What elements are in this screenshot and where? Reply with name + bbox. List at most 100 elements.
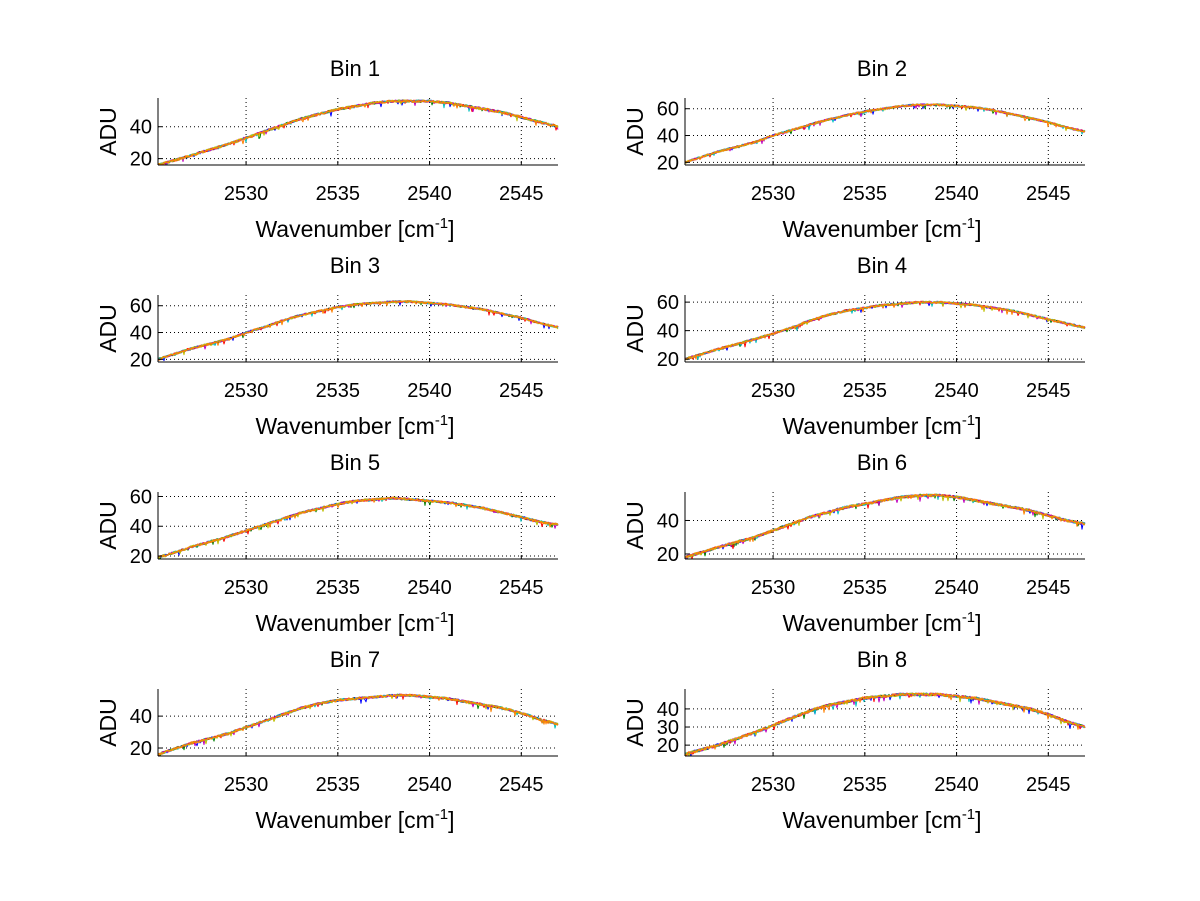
x-tick-label: 2535 — [316, 577, 361, 599]
subplot-bin-5: 2530 2535 2540 2545 20 40 60 Bin 5 Wavenumber [c… — [95, 450, 559, 636]
x-tick-label: 2540 — [407, 380, 452, 402]
spectrum-line — [157, 694, 559, 756]
x-tick-label: 2545 — [1026, 577, 1071, 599]
spectrum-line — [157, 300, 559, 362]
spectrum-line — [684, 692, 1086, 756]
x-tick-label: 2530 — [224, 774, 269, 796]
y-tick-label: 60 — [130, 296, 152, 318]
y-tick-label: 20 — [130, 738, 152, 760]
spectrum-line — [157, 99, 559, 166]
spectrum-line — [157, 300, 559, 361]
subplot-bin-4: 2530 2535 2540 2545 20 40 60 Bin 4 Wavenumber [c… — [622, 253, 1086, 439]
y-axis-label: ADU — [95, 501, 121, 550]
spectrum-line — [157, 693, 559, 755]
x-tick-label: 2540 — [934, 380, 979, 402]
subplot-bin-2: 2530 2535 2540 2545 20 40 60 Bin 2 Wavenumber [c… — [622, 56, 1086, 242]
x-tick-label: 2545 — [499, 577, 544, 599]
spectrum-line — [157, 693, 559, 756]
spectrum-line — [684, 692, 1086, 757]
spectrum-line — [157, 300, 559, 360]
spectrum-line — [684, 692, 1086, 757]
spectrum-line — [157, 300, 559, 361]
y-tick-label: 20 — [130, 349, 152, 371]
spectrum-line — [157, 693, 559, 756]
y-tick-label: 20 — [657, 349, 679, 371]
subplot-title: Bin 5 — [330, 450, 380, 475]
subplot-title: Bin 6 — [857, 450, 907, 475]
x-tick-label: 2535 — [843, 774, 888, 796]
x-tick-label: 2530 — [751, 380, 796, 402]
subplot-bin-7: 2530 2535 2540 2545 20 40 Bin 7 Wavenumber [cm-… — [95, 647, 559, 833]
spectrum-traces — [157, 99, 559, 166]
x-axis-label: Wavenumber [cm-1] — [255, 806, 454, 833]
spectrum-line — [157, 99, 559, 166]
x-tick-label: 2535 — [843, 183, 888, 205]
x-tick-label: 2540 — [934, 774, 979, 796]
y-axis-label: ADU — [622, 698, 648, 747]
spectrum-line — [157, 300, 559, 360]
y-tick-label: 20 — [130, 149, 152, 171]
spectrum-line — [157, 496, 559, 558]
subplot-title: Bin 4 — [857, 253, 907, 278]
x-axis-label: Wavenumber [cm-1] — [255, 412, 454, 439]
y-tick-label: 20 — [657, 735, 679, 757]
spectrum-traces — [157, 496, 559, 560]
spectrum-line — [157, 300, 559, 361]
y-tick-label: 40 — [657, 321, 679, 343]
spectrum-line — [684, 493, 1086, 559]
subplot-title: Bin 3 — [330, 253, 380, 278]
y-tick-label: 60 — [130, 486, 152, 508]
spectrum-line — [157, 693, 559, 755]
spectrum-line — [684, 103, 1086, 164]
spectrum-line — [684, 103, 1086, 163]
x-tick-label: 2535 — [843, 380, 888, 402]
spectrum-traces — [157, 693, 559, 757]
y-tick-label: 60 — [657, 99, 679, 121]
x-tick-label: 2545 — [499, 380, 544, 402]
spectrum-line — [157, 496, 559, 558]
y-tick-label: 60 — [657, 292, 679, 314]
y-tick-label: 40 — [130, 516, 152, 538]
spectrum-line — [157, 99, 559, 166]
subplot-title: Bin 7 — [330, 647, 380, 672]
spectrum-line — [157, 496, 559, 559]
x-tick-label: 2540 — [934, 183, 979, 205]
spectrum-line — [684, 493, 1086, 559]
spectrum-line — [157, 496, 559, 559]
spectrum-line — [157, 693, 559, 757]
spectrum-line — [157, 496, 559, 560]
x-tick-label: 2530 — [751, 774, 796, 796]
x-tick-label: 2540 — [407, 577, 452, 599]
spectrum-line — [157, 496, 559, 559]
spectrum-line — [684, 103, 1086, 164]
subplot-bin-6: 2530 2535 2540 2545 20 40 Bin 6 Wavenumber [cm-… — [622, 450, 1086, 636]
y-axis-label: ADU — [622, 304, 648, 353]
x-tick-label: 2545 — [499, 183, 544, 205]
spectrum-line — [684, 300, 1086, 361]
spectrum-line — [684, 103, 1086, 164]
x-tick-label: 2535 — [316, 183, 361, 205]
x-tick-label: 2530 — [224, 577, 269, 599]
y-tick-label: 20 — [657, 152, 679, 174]
y-tick-label: 40 — [657, 126, 679, 148]
x-tick-label: 2530 — [751, 577, 796, 599]
spectrum-line — [684, 493, 1086, 559]
spectrum-line — [157, 496, 559, 559]
spectrum-line — [684, 103, 1086, 164]
spectrum-line — [684, 103, 1086, 164]
spectrum-line — [157, 99, 559, 166]
x-tick-label: 2545 — [499, 774, 544, 796]
subplot-title: Bin 2 — [857, 56, 907, 81]
spectrum-traces — [684, 300, 1086, 361]
x-axis-label: Wavenumber [cm-1] — [782, 215, 981, 242]
y-tick-label: 20 — [130, 546, 152, 568]
y-axis-label: ADU — [622, 501, 648, 550]
spectrum-traces — [157, 300, 559, 362]
subplot-title: Bin 8 — [857, 647, 907, 672]
x-tick-label: 2535 — [316, 380, 361, 402]
x-tick-label: 2540 — [407, 183, 452, 205]
x-tick-label: 2545 — [1026, 774, 1071, 796]
spectrum-traces — [684, 103, 1086, 164]
subplot-bin-1: 2530 2535 2540 2545 20 40 Bin 1 Wavenumber [cm-… — [95, 56, 559, 242]
